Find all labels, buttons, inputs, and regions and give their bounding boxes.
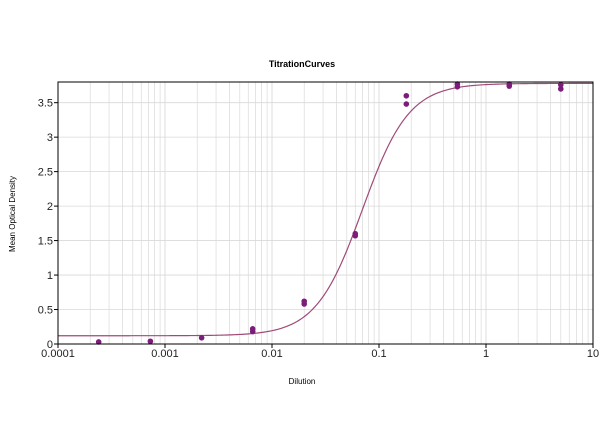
- data-point: [301, 298, 308, 305]
- y-tick-label: 3.5: [38, 98, 53, 110]
- x-tick-label: 0.1: [371, 348, 386, 360]
- x-axis-label: Dilution: [289, 377, 316, 386]
- data-point: [352, 230, 359, 237]
- y-tick-label: 2: [47, 201, 53, 213]
- fit-curve: [58, 82, 593, 337]
- y-tick-label: 3: [47, 132, 53, 144]
- x-tick-label: 10: [587, 348, 599, 360]
- y-tick-labels: 0 0.5 1 1.5 2 2.5 3 3.5: [38, 98, 58, 351]
- data-point: [198, 334, 205, 341]
- grid-layer: [58, 82, 593, 344]
- data-point: [557, 81, 564, 88]
- data-point: [557, 86, 564, 92]
- y-tick-label: 0: [47, 339, 53, 351]
- points-layer: [95, 81, 564, 345]
- plot-frame: [57, 81, 594, 345]
- y-tick-label: 1.5: [38, 236, 53, 248]
- curve-layer: [58, 82, 593, 337]
- data-point: [403, 92, 410, 99]
- data-point: [147, 338, 154, 345]
- data-point: [506, 81, 513, 87]
- x-tick-label: 0.01: [261, 348, 282, 360]
- y-tick-label: 2.5: [38, 167, 53, 179]
- y-tick-label: 0.5: [38, 305, 53, 317]
- x-tick-label: 1: [483, 348, 489, 360]
- chart-title: TitrationCurves: [269, 59, 335, 69]
- y-axis-label: Mean Optical Density: [8, 176, 17, 252]
- data-point: [454, 81, 461, 87]
- data-point: [249, 326, 256, 332]
- y-tick-label: 1: [47, 270, 53, 282]
- x-tick-labels: 0.0001 0.001 0.01 0.1 1 10: [41, 344, 599, 360]
- x-tick-label: 0.0001: [41, 348, 75, 360]
- data-point: [403, 101, 410, 107]
- x-tick-label: 0.001: [151, 348, 179, 360]
- data-point: [95, 339, 102, 345]
